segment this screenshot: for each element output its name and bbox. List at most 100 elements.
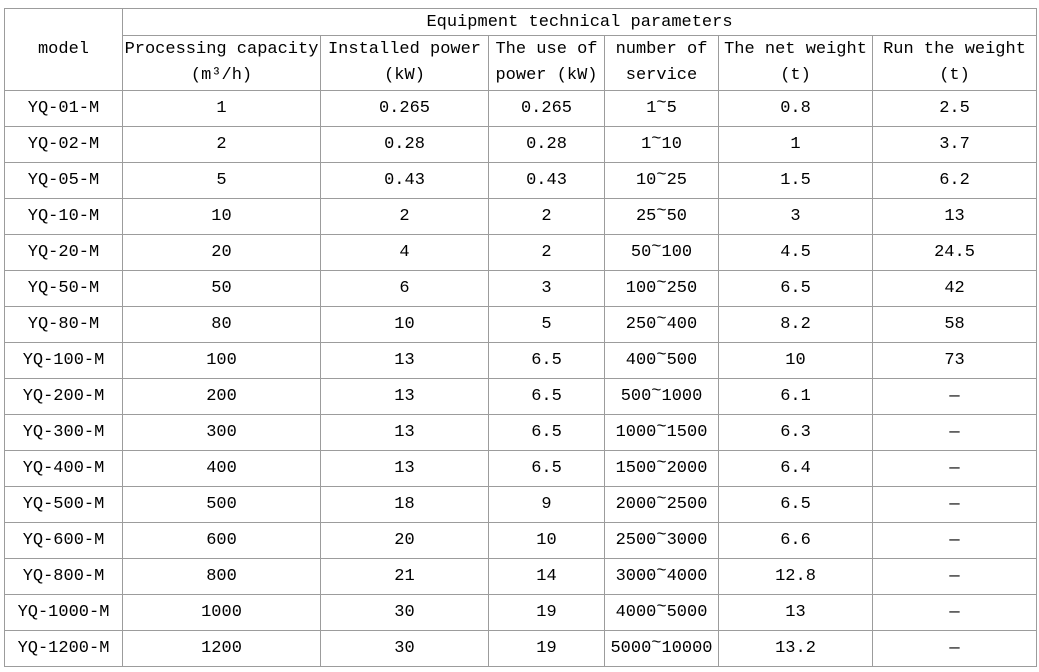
net-weight-cell: 4.5 xyxy=(718,234,873,271)
use-of-power-cell: 6.5 xyxy=(488,342,605,379)
table-row: YQ-50-M 50 6 3 100~250 6.5 42 xyxy=(4,270,1038,307)
table-row: YQ-1000-M 1000 30 19 4000~5000 13 — xyxy=(4,594,1038,631)
model-cell: YQ-1200-M xyxy=(4,630,123,667)
installed-power-cell: 13 xyxy=(320,450,489,487)
header-line: Run the weight xyxy=(883,40,1026,59)
service-range-cell: 1~10 xyxy=(604,126,719,163)
processing-capacity-cell: 5 xyxy=(122,162,321,199)
net-weight-cell: 1.5 xyxy=(718,162,873,199)
tilde: ~ xyxy=(651,130,662,149)
net-weight-cell: 6.5 xyxy=(718,270,873,307)
run-weight-cell: — xyxy=(871,630,1038,667)
installed-power-cell: 10 xyxy=(320,306,489,343)
net-weight-cell: 3 xyxy=(718,198,873,235)
service-range-cell: 4000~5000 xyxy=(604,594,719,631)
run-weight-cell: — xyxy=(871,414,1038,451)
net-weight-cell: 6.5 xyxy=(718,486,873,523)
service-range-cell: 2000~2500 xyxy=(604,486,719,523)
service-range-cell: 3000~4000 xyxy=(604,558,719,595)
table-row: YQ-100-M 100 13 6.5 400~500 10 73 xyxy=(4,342,1038,379)
model-cell: YQ-01-M xyxy=(4,90,123,127)
use-of-power-cell: 19 xyxy=(488,594,605,631)
net-weight-cell: 13.2 xyxy=(718,630,873,667)
run-weight-cell: 2.5 xyxy=(871,90,1038,127)
net-weight-cell: 12.8 xyxy=(718,558,873,595)
table-row: YQ-300-M 300 13 6.5 1000~1500 6.3 — xyxy=(4,414,1038,451)
table-row: YQ-20-M 20 4 2 50~100 4.5 24.5 xyxy=(4,234,1038,271)
table-row: YQ-800-M 800 21 14 3000~4000 12.8 — xyxy=(4,558,1038,595)
header-unit: (kW) xyxy=(384,66,425,85)
tilde: ~ xyxy=(656,490,667,509)
processing-capacity-cell: 10 xyxy=(122,198,321,235)
installed-power-cell: 30 xyxy=(320,630,489,667)
model-cell: YQ-20-M xyxy=(4,234,123,271)
installed-power-cell: 6 xyxy=(320,270,489,307)
processing-capacity-cell: 50 xyxy=(122,270,321,307)
service-range-cell: 2500~3000 xyxy=(604,522,719,559)
installed-power-header: Installed power (kW) xyxy=(320,35,489,91)
use-of-power-cell: 19 xyxy=(488,630,605,667)
net-weight-cell: 6.4 xyxy=(718,450,873,487)
table-row: YQ-400-M 400 13 6.5 1500~2000 6.4 — xyxy=(4,450,1038,487)
installed-power-cell: 0.43 xyxy=(320,162,489,199)
net-weight-header: The net weight (t) xyxy=(718,35,873,91)
header-unit: (t) xyxy=(939,66,970,85)
processing-capacity-cell: 600 xyxy=(122,522,321,559)
installed-power-cell: 4 xyxy=(320,234,489,271)
table-row: YQ-500-M 500 18 9 2000~2500 6.5 — xyxy=(4,486,1038,523)
table-row: YQ-80-M 80 10 5 250~400 8.2 58 xyxy=(4,306,1038,343)
model-cell: YQ-50-M xyxy=(4,270,123,307)
table-row: YQ-05-M 5 0.43 0.43 10~25 1.5 6.2 xyxy=(4,162,1038,199)
table-row: YQ-01-M 1 0.265 0.265 1~5 0.8 2.5 xyxy=(4,90,1038,127)
table-row: YQ-10-M 10 2 2 25~50 3 13 xyxy=(4,198,1038,235)
tilde: ~ xyxy=(656,562,667,581)
model-cell: YQ-300-M xyxy=(4,414,123,451)
processing-capacity-cell: 800 xyxy=(122,558,321,595)
net-weight-cell: 6.3 xyxy=(718,414,873,451)
use-of-power-cell: 6.5 xyxy=(488,450,605,487)
run-weight-header: Run the weight (t) xyxy=(871,35,1038,91)
use-of-power-cell: 0.28 xyxy=(488,126,605,163)
model-cell: YQ-1000-M xyxy=(4,594,123,631)
service-range-cell: 25~50 xyxy=(604,198,719,235)
tilde: ~ xyxy=(656,166,667,185)
tilde: ~ xyxy=(656,94,667,113)
service-range-cell: 5000~10000 xyxy=(604,630,719,667)
run-weight-cell: — xyxy=(871,594,1038,631)
net-weight-cell: 13 xyxy=(718,594,873,631)
processing-capacity-cell: 400 xyxy=(122,450,321,487)
processing-capacity-cell: 1000 xyxy=(122,594,321,631)
run-weight-cell: — xyxy=(871,522,1038,559)
use-of-power-cell: 9 xyxy=(488,486,605,523)
processing-capacity-cell: 100 xyxy=(122,342,321,379)
model-column-header: model xyxy=(4,8,123,91)
run-weight-cell: — xyxy=(871,486,1038,523)
use-of-power-cell: 14 xyxy=(488,558,605,595)
run-weight-cell: 3.7 xyxy=(871,126,1038,163)
tilde: ~ xyxy=(651,382,662,401)
service-range-cell: 1000~1500 xyxy=(604,414,719,451)
tilde: ~ xyxy=(656,310,667,329)
run-weight-cell: — xyxy=(871,378,1038,415)
installed-power-cell: 0.265 xyxy=(320,90,489,127)
header-line: power (kW) xyxy=(495,66,598,85)
equipment-parameters-table: model Equipment technical parameters Pro… xyxy=(4,8,1038,667)
tilde: ~ xyxy=(651,634,662,653)
tilde: ~ xyxy=(656,202,667,221)
processing-capacity-cell: 300 xyxy=(122,414,321,451)
net-weight-cell: 6.6 xyxy=(718,522,873,559)
model-cell: YQ-02-M xyxy=(4,126,123,163)
header-line: The net weight xyxy=(724,40,867,59)
installed-power-cell: 18 xyxy=(320,486,489,523)
model-cell: YQ-600-M xyxy=(4,522,123,559)
header-line: Processing capacity xyxy=(124,40,319,59)
model-cell: YQ-400-M xyxy=(4,450,123,487)
table-row: YQ-200-M 200 13 6.5 500~1000 6.1 — xyxy=(4,378,1038,415)
processing-capacity-cell: 2 xyxy=(122,126,321,163)
installed-power-cell: 2 xyxy=(320,198,489,235)
use-of-power-cell: 2 xyxy=(488,198,605,235)
header-line: Installed power xyxy=(327,40,482,59)
tilde: ~ xyxy=(656,526,667,545)
processing-capacity-cell: 1 xyxy=(122,90,321,127)
use-of-power-cell: 0.265 xyxy=(488,90,605,127)
